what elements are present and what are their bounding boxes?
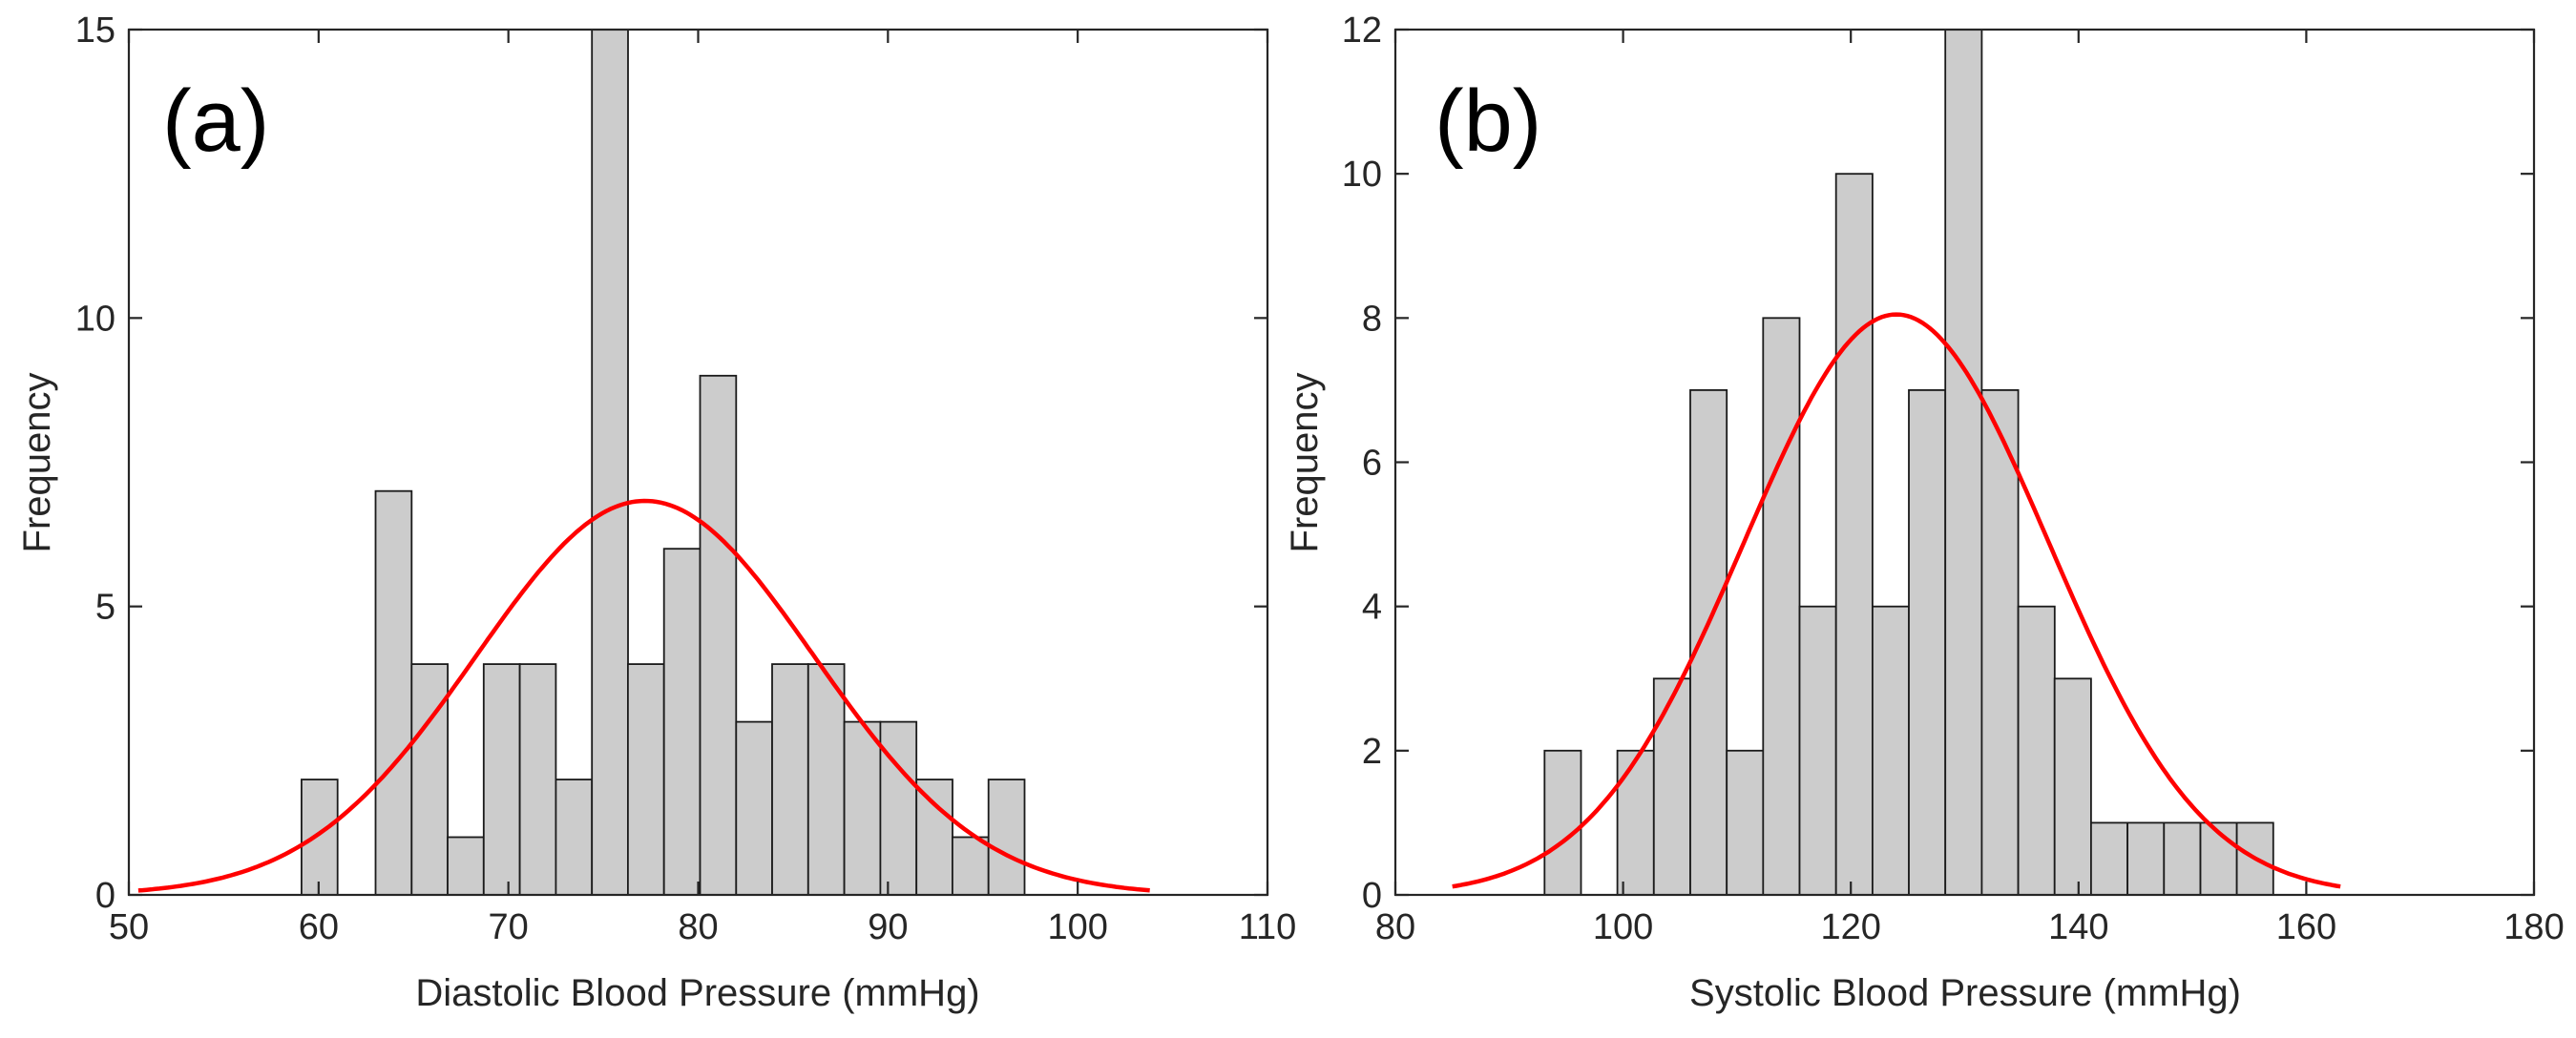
panel-a-bar: [591, 29, 629, 896]
panel-b-bar: [2017, 605, 2056, 896]
panel-b-x-tick-label: 100: [1593, 907, 1653, 947]
panel-a-bar: [699, 374, 738, 896]
panel-b-y-tick-label: 4: [1362, 588, 1382, 628]
panel-b-bar: [1726, 749, 1765, 896]
panel-b-y-tick-label: 12: [1342, 10, 1382, 51]
panel-b-bar: [1543, 749, 1582, 896]
panel-b-systolic: 80 100 120 140 160 180 0 2 4 6 8 10 12 (b) Systolic …: [1284, 10, 2565, 1014]
panel-a-bar: [952, 836, 990, 896]
panel-b-bar: [1834, 173, 1874, 896]
panel-a-bar: [374, 489, 413, 896]
panel-a-label: (a): [162, 73, 269, 170]
panel-b-ticks: 80 100 120 140 160 180 0 2 4 6 8 10 12: [1342, 10, 2565, 947]
panel-b-x-tick-label: 80: [1375, 907, 1415, 947]
panel-b-x-tick-label: 160: [2276, 907, 2336, 947]
panel-b-bar: [2163, 821, 2202, 896]
panel-b-bar: [1689, 388, 1728, 896]
panel-a-x-tick-label: 100: [1047, 907, 1107, 947]
panel-b-y-tick-label: 8: [1362, 299, 1382, 339]
panel-b-bar: [1652, 677, 1691, 896]
panel-b-x-tick-label: 140: [2048, 907, 2108, 947]
panel-b-bar: [1872, 605, 1911, 896]
panel-a-y-axis-label: Frequency: [16, 373, 58, 553]
panel-a-bar: [771, 663, 809, 896]
panel-b-bar: [2089, 821, 2128, 896]
panel-a-x-axis-label: Diastolic Blood Pressure (mmHg): [415, 972, 979, 1014]
panel-a-bar: [843, 720, 882, 896]
panel-a-y-tick-label: 5: [95, 588, 115, 628]
panel-b-label: (b): [1435, 73, 1541, 170]
panel-a-y-tick-label: 10: [75, 299, 115, 339]
panel-b-bar: [1944, 29, 1983, 896]
panel-b-bar: [1798, 605, 1837, 896]
panel-b-bar: [2126, 821, 2166, 896]
panel-b-y-axis-label: Frequency: [1284, 373, 1326, 553]
panel-a-ticks: 50 60 70 80 90 100 110 0 5 10 15: [75, 10, 1297, 947]
panel-a-bar: [915, 778, 953, 896]
panel-a-bar: [410, 663, 449, 896]
panel-a-bar: [662, 548, 702, 896]
panel-b-y-tick-label: 2: [1362, 732, 1382, 772]
panel-a-diastolic: 50 60 70 80 90 100 110 0 5 10 15 (a) Diastolic Blo…: [16, 10, 1296, 1014]
panel-b-bars: [1543, 29, 2274, 896]
panel-a-normal-fit-curve: [137, 498, 1150, 893]
panel-b-y-tick-label: 10: [1342, 155, 1382, 195]
panel-b-bar: [2053, 677, 2092, 896]
panel-b-normal-fit-curve: [1452, 312, 2341, 889]
panel-a-y-tick-label: 0: [95, 876, 115, 916]
panel-a-bar: [447, 836, 485, 896]
panel-b-bar: [1616, 749, 1655, 896]
panel-a-bars: [300, 29, 1026, 896]
panel-b-y-tick-label: 0: [1362, 876, 1382, 916]
panel-a-x-tick-label: 50: [109, 907, 149, 947]
panel-a-x-tick-label: 90: [868, 907, 908, 947]
panel-a-bar: [879, 720, 918, 896]
panel-a-bar: [806, 663, 846, 896]
panel-a-bar: [300, 778, 339, 896]
panel-b-x-axis-label: Systolic Blood Pressure (mmHg): [1689, 972, 2241, 1014]
panel-a-x-tick-label: 70: [489, 907, 529, 947]
panel-a-x-tick-label: 110: [1239, 907, 1297, 947]
panel-b-x-tick-label: 120: [1820, 907, 1880, 947]
panel-b-y-tick-label: 6: [1362, 444, 1382, 484]
panel-b-bar: [1908, 388, 1947, 896]
panel-a-bar: [987, 778, 1026, 896]
panel-a-x-tick-label: 60: [299, 907, 339, 947]
panel-a-bar: [518, 663, 557, 896]
panel-b-bar: [1762, 317, 1801, 896]
panel-b-x-tick-label: 180: [2503, 907, 2564, 947]
panel-a-bar: [627, 663, 665, 896]
panel-a-bar: [555, 778, 594, 896]
panel-a-y-tick-label: 15: [75, 10, 115, 51]
panel-a-x-tick-label: 80: [678, 907, 718, 947]
panel-a-bar: [482, 663, 521, 896]
panel-a-bar: [735, 720, 773, 896]
